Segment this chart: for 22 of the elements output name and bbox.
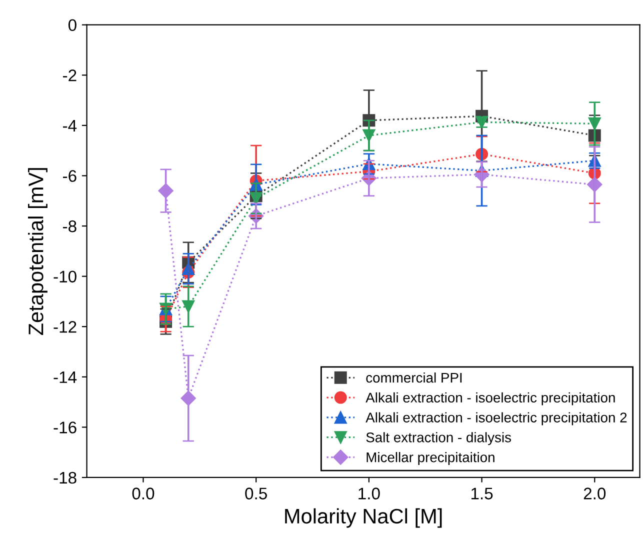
y-tick-label: -6 <box>63 170 76 182</box>
y-axis-title: Zetapotential [mV] <box>28 168 48 336</box>
x-tick-label: 2.0 <box>584 488 606 500</box>
legend-label: Salt extraction - dialysis <box>366 432 511 446</box>
y-tick-label: 0 <box>68 19 76 32</box>
x-tick-label: 1.5 <box>471 488 493 500</box>
x-tick-label: 1.0 <box>358 488 380 500</box>
legend-label: Alkali extraction - isoelectric precipitation <box>366 392 615 406</box>
x-tick-label: 0.0 <box>132 488 154 500</box>
y-tick-label: -16 <box>54 422 76 434</box>
legend-label: Micellar precipitaition <box>366 452 494 465</box>
legend-label: commercial PPI <box>366 372 462 383</box>
x-axis-title: Molarity NaCl [M] <box>285 508 442 528</box>
y-tick-label: -14 <box>54 371 77 383</box>
y-tick-label: -4 <box>63 120 77 132</box>
x-tick-label: 0.5 <box>245 488 267 500</box>
y-tick-label: -10 <box>54 270 76 283</box>
y-tick-label: -8 <box>63 220 76 232</box>
y-tick-label: -2 <box>63 70 76 82</box>
y-tick-label: -18 <box>54 472 76 484</box>
legend-label: Alkali extraction - isoelectric precipitation 2 <box>366 412 627 426</box>
y-tick-label: -12 <box>54 321 76 333</box>
